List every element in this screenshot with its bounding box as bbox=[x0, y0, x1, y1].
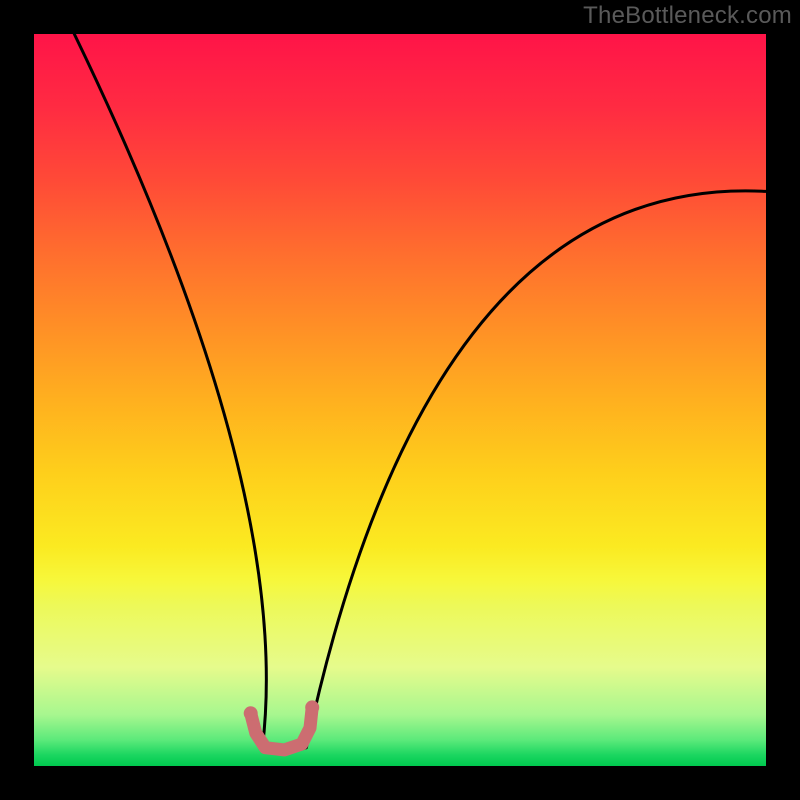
bottleneck-chart bbox=[0, 0, 800, 800]
optimal-zone-endpoint bbox=[305, 700, 319, 714]
chart-container: TheBottleneck.com bbox=[0, 0, 800, 800]
optimal-zone-endpoint bbox=[244, 706, 258, 720]
plot-background bbox=[34, 34, 766, 766]
